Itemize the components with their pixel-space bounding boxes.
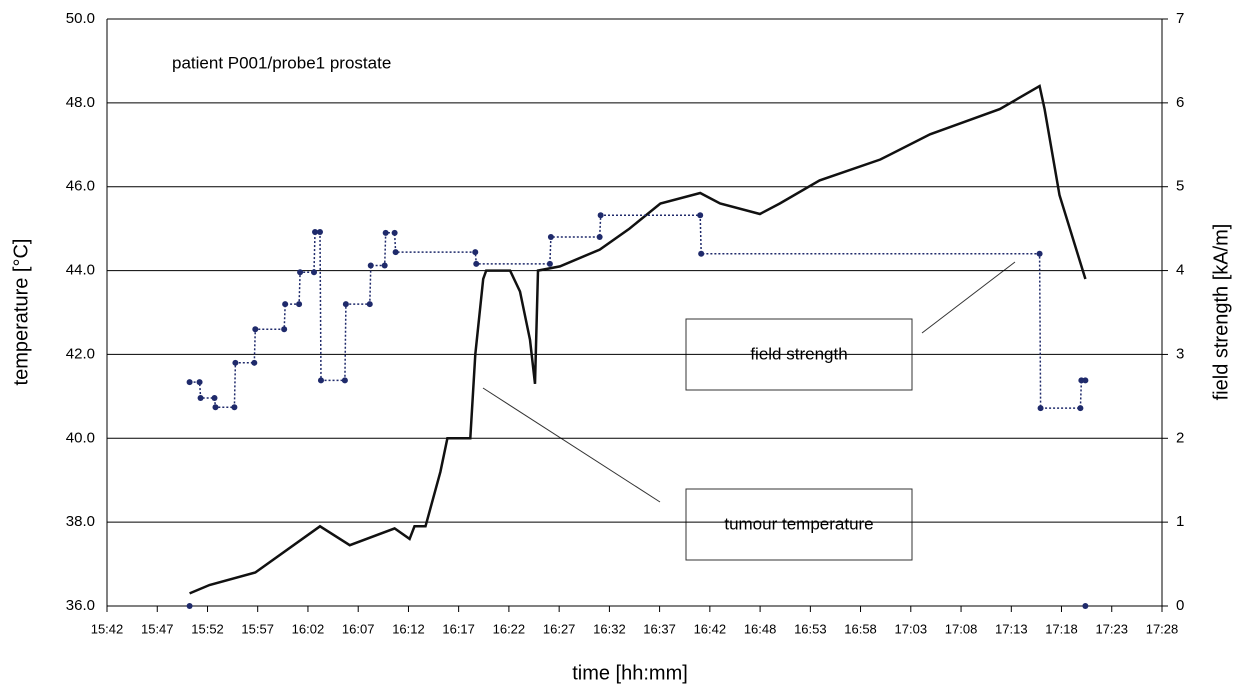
x-tick-label: 16:12	[392, 621, 425, 636]
x-tick-label: 16:32	[593, 621, 626, 636]
series-annotation: tumour temperature	[724, 514, 873, 533]
x-tick-label: 17:18	[1045, 621, 1078, 636]
series-marker	[297, 269, 304, 276]
series-marker	[186, 603, 193, 609]
series-marker	[211, 395, 218, 402]
y2-tick-label: 1	[1176, 513, 1184, 530]
y-tick-label: 38.0	[66, 513, 95, 530]
x-tick-label: 17:23	[1095, 621, 1128, 636]
x-tick-label: 17:28	[1146, 621, 1179, 636]
y-axis-label: temperature [°C]	[10, 239, 32, 386]
annotation-box	[685, 488, 913, 561]
series-marker	[546, 260, 553, 267]
series-marker	[316, 228, 323, 235]
series-marker	[698, 250, 705, 257]
x-tick-label: 16:17	[442, 621, 475, 636]
series-marker	[391, 229, 398, 236]
series-marker	[472, 249, 479, 256]
series-marker	[311, 269, 318, 276]
y2-tick-label: 7	[1176, 10, 1184, 27]
x-tick-label: 16:48	[744, 621, 777, 636]
y-tick-label: 50.0	[66, 10, 95, 27]
y2-tick-label: 5	[1176, 178, 1184, 195]
y2-tick-label: 3	[1176, 345, 1184, 362]
x-tick-label: 16:22	[493, 621, 526, 636]
series-marker	[252, 326, 259, 333]
leader-line	[921, 261, 1016, 334]
series-marker	[381, 262, 388, 269]
series-marker	[1077, 405, 1084, 412]
series-line	[189, 214, 1086, 409]
series-marker	[366, 301, 373, 308]
y-tick-label: 36.0	[66, 597, 95, 614]
y-tick-label: 48.0	[66, 94, 95, 111]
series-marker	[1037, 405, 1044, 412]
y2-tick-label: 0	[1176, 597, 1184, 614]
x-tick-label: 17:03	[895, 621, 928, 636]
x-tick-label: 17:08	[945, 621, 978, 636]
series-marker	[312, 228, 319, 235]
y2-tick-label: 2	[1176, 429, 1184, 446]
series-marker	[317, 377, 324, 384]
series-marker	[251, 359, 258, 366]
y-tick-label: 46.0	[66, 178, 95, 195]
series-marker	[547, 234, 554, 241]
series-marker	[212, 404, 219, 411]
y-tick-label: 42.0	[66, 345, 95, 362]
series-marker	[282, 301, 289, 308]
y-tick-label: 40.0	[66, 429, 95, 446]
series-marker	[231, 404, 238, 411]
x-axis-label: time [hh:mm]	[572, 662, 688, 684]
y2-tick-label: 6	[1176, 94, 1184, 111]
x-tick-label: 16:53	[794, 621, 827, 636]
series-line	[189, 84, 1087, 595]
x-tick-label: 16:58	[844, 621, 877, 636]
series-marker	[392, 249, 399, 256]
x-tick-label: 15:52	[191, 621, 224, 636]
x-tick-label: 15:42	[91, 621, 124, 636]
series-marker	[697, 212, 704, 219]
series-marker	[186, 379, 193, 386]
series-marker	[382, 229, 389, 236]
series-marker	[473, 260, 480, 267]
x-tick-label: 16:37	[643, 621, 676, 636]
leader-line	[482, 387, 661, 503]
series-marker	[197, 395, 204, 402]
series-marker	[1036, 250, 1043, 257]
series-marker	[296, 301, 303, 308]
series-marker	[196, 379, 203, 386]
annotation: patient P001/probe1 prostate	[172, 53, 391, 72]
y2-axis-label: field strength [kA/m]	[1210, 224, 1232, 401]
x-tick-label: 16:27	[543, 621, 576, 636]
series-marker	[367, 262, 374, 269]
x-tick-label: 15:57	[241, 621, 274, 636]
series-marker	[597, 212, 604, 219]
series-marker	[232, 359, 239, 366]
y-tick-label: 44.0	[66, 262, 95, 279]
x-tick-label: 16:07	[342, 621, 375, 636]
x-tick-label: 16:42	[694, 621, 727, 636]
series-marker	[341, 377, 348, 384]
series-marker	[596, 234, 603, 241]
x-tick-label: 15:47	[141, 621, 174, 636]
x-tick-label: 16:02	[292, 621, 325, 636]
x-tick-label: 17:13	[995, 621, 1028, 636]
series-marker	[281, 326, 288, 333]
series-marker	[1082, 377, 1089, 384]
y2-tick-label: 4	[1176, 262, 1184, 279]
series-marker	[1082, 603, 1089, 609]
series-marker	[342, 301, 349, 308]
